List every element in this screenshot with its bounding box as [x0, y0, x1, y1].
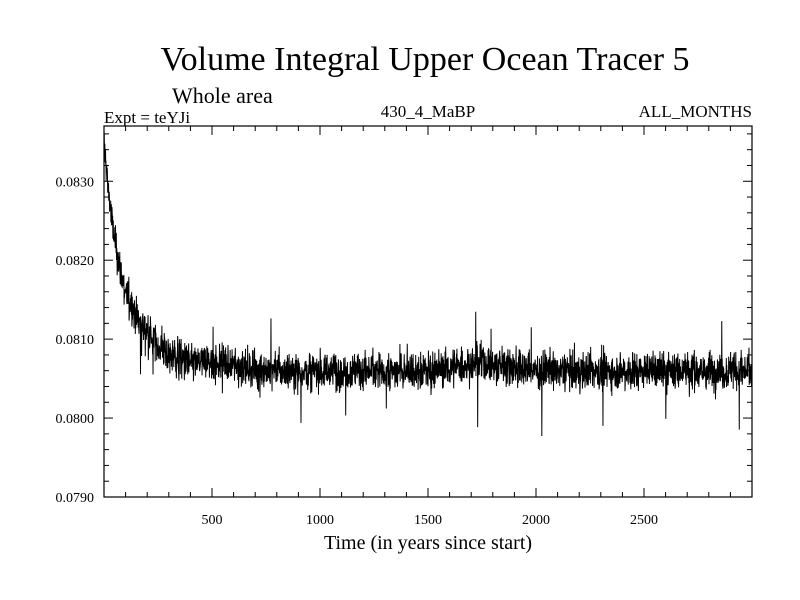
x-axis-ticks [125, 126, 731, 497]
y-tick-label: 0.0810 [56, 333, 95, 348]
x-tick-label: 1500 [414, 513, 442, 528]
x-tick-label: 1000 [306, 513, 334, 528]
y-tick-label: 0.0790 [56, 491, 95, 506]
x-axis-tick-labels: 500 1000 1500 2000 2500 [202, 513, 659, 528]
y-axis-tick-labels: 0.0790 0.0800 0.0810 0.0820 0.0830 [56, 175, 95, 506]
y-tick-label: 0.0830 [56, 175, 95, 190]
y-axis-ticks [104, 133, 752, 498]
run-label: 430_4_MaBP [381, 102, 475, 121]
months-label: ALL_MONTHS [639, 102, 752, 121]
x-tick-label: 2500 [630, 513, 658, 528]
y-tick-label: 0.0800 [56, 412, 95, 427]
x-tick-label: 500 [202, 513, 223, 528]
x-axis-label: Time (in years since start) [324, 532, 532, 554]
data-series-line [103, 132, 753, 436]
chart-title: Volume Integral Upper Ocean Tracer 5 [160, 41, 689, 78]
x-tick-label: 2000 [522, 513, 550, 528]
experiment-label: Expt = teYJi [104, 108, 190, 127]
plot-frame [103, 125, 753, 498]
chart-subtitle: Whole area [172, 83, 273, 108]
y-tick-label: 0.0820 [56, 254, 95, 269]
